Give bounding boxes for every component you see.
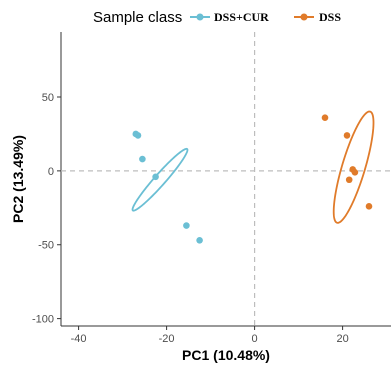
y-tick-label: 50 bbox=[42, 92, 54, 104]
legend-label-dss: DSS bbox=[319, 10, 341, 24]
reference-lines bbox=[61, 32, 391, 326]
x-tick-label: 0 bbox=[252, 333, 258, 345]
y-tick-label: -100 bbox=[32, 314, 54, 326]
legend: Sample class DSS+CUR DSS bbox=[93, 9, 341, 26]
x-tick-label: -20 bbox=[159, 333, 175, 345]
y-tick-label: 0 bbox=[48, 166, 54, 178]
legend-key-dss-cur bbox=[196, 13, 204, 21]
confidence-ellipses bbox=[131, 110, 375, 224]
x-tick-label: 20 bbox=[336, 333, 348, 345]
point-dss-cur-2 bbox=[134, 132, 142, 139]
ellipse-dss-cur bbox=[131, 147, 189, 212]
point-dss-1 bbox=[321, 114, 329, 121]
point-dss-cur-4 bbox=[152, 173, 159, 181]
point-dss-cur-3 bbox=[139, 155, 146, 163]
x-axis-ticks: -40 -20 0 20 bbox=[71, 326, 349, 345]
ellipse-dss bbox=[332, 110, 375, 224]
point-dss-cur-6 bbox=[196, 237, 203, 244]
legend-title: Sample class bbox=[93, 9, 182, 26]
legend-label-dss-cur: DSS+CUR bbox=[214, 10, 269, 24]
point-dss-cur-5 bbox=[183, 222, 190, 229]
point-dss-3 bbox=[345, 176, 353, 184]
x-tick-label: -40 bbox=[71, 333, 87, 345]
point-dss-6 bbox=[365, 203, 373, 210]
y-tick-label: -50 bbox=[38, 240, 54, 252]
x-axis-title: PC1 (10.48%) bbox=[182, 347, 270, 363]
point-dss-5 bbox=[351, 169, 359, 176]
y-axis-title: PC2 (13.49%) bbox=[10, 135, 26, 223]
point-dss-2 bbox=[343, 132, 351, 139]
legend-key-dss bbox=[300, 13, 308, 21]
data-points bbox=[132, 114, 373, 244]
y-axis-ticks: 50 0 -50 -100 bbox=[32, 92, 61, 326]
plot-panel bbox=[61, 32, 391, 326]
